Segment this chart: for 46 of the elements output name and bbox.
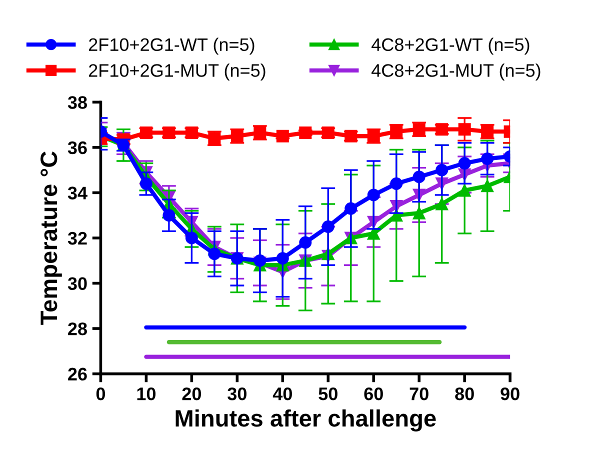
y-axis-title: Temperature °C xyxy=(40,151,62,325)
point xyxy=(322,220,334,233)
x-tick-label: 10 xyxy=(137,387,156,400)
point xyxy=(481,152,494,165)
point xyxy=(185,232,198,244)
point xyxy=(458,184,471,197)
y-tick-label: 38 xyxy=(68,96,87,109)
point xyxy=(367,227,380,240)
point xyxy=(412,170,426,184)
y-tick-label: 30 xyxy=(68,277,87,290)
point xyxy=(299,236,312,249)
x-tick-label: 50 xyxy=(318,387,338,400)
point xyxy=(367,188,380,202)
point xyxy=(436,198,448,210)
x-axis-title: Minutes after challenge xyxy=(176,409,436,432)
y-tick-label: 28 xyxy=(68,322,87,336)
legend-label: 4C8+2G1-MUT (n=5) xyxy=(372,64,540,80)
x-tick-label: 80 xyxy=(455,387,474,400)
legend-label: 4C8+2G1-WT (n=5) xyxy=(372,38,530,55)
x-tick-label: 0 xyxy=(96,387,105,400)
legend-label: 2F10+2G1-WT (n=5) xyxy=(88,38,254,55)
x-tick-label: 90 xyxy=(500,387,520,400)
point xyxy=(436,164,448,176)
y-tick-label: 26 xyxy=(68,368,87,381)
legend-label: 2F10+2G1-MUT (n=5) xyxy=(88,64,266,80)
point xyxy=(412,206,426,220)
y-tick-label: 32 xyxy=(68,232,87,245)
y-tick-label: 34 xyxy=(68,186,88,200)
x-tick-label: 30 xyxy=(228,387,246,400)
point xyxy=(276,130,289,142)
point xyxy=(162,209,176,222)
point xyxy=(276,252,289,265)
x-tick-label: 20 xyxy=(182,387,201,400)
x-tick-label: 60 xyxy=(364,387,383,400)
point xyxy=(458,123,471,136)
x-tick-label: 40 xyxy=(272,387,292,400)
point xyxy=(208,248,221,260)
point xyxy=(458,157,471,170)
x-tick-label: 70 xyxy=(410,387,428,400)
point xyxy=(481,180,494,192)
point xyxy=(344,202,358,215)
point xyxy=(299,126,312,139)
point xyxy=(254,254,266,267)
y-tick-label: 36 xyxy=(68,141,87,154)
point xyxy=(140,177,152,190)
point xyxy=(390,177,403,190)
